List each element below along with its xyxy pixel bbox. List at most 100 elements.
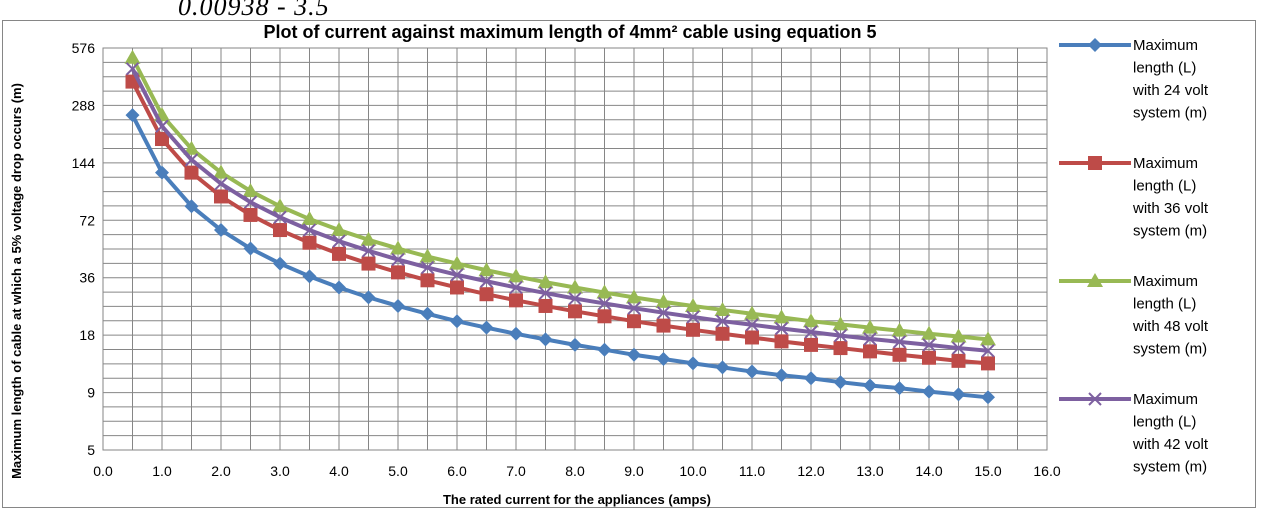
series-point bbox=[892, 381, 907, 396]
x-tick-label: 1.0 bbox=[152, 463, 172, 479]
series-point bbox=[685, 297, 701, 312]
series-point bbox=[981, 356, 995, 371]
x-tick-label: 0.0 bbox=[93, 463, 113, 479]
series-point bbox=[951, 341, 966, 355]
series-point bbox=[774, 321, 789, 336]
chart: Plot of current against maximum length o… bbox=[9, 22, 1209, 507]
y-tick-label: 18 bbox=[79, 327, 95, 343]
x-tick-label: 6.0 bbox=[447, 463, 467, 479]
series-point bbox=[273, 210, 287, 224]
series-point bbox=[744, 305, 760, 320]
series-point bbox=[332, 280, 346, 295]
series-point bbox=[804, 371, 818, 386]
series-point bbox=[1088, 156, 1102, 170]
series-point bbox=[509, 293, 523, 308]
series-point bbox=[184, 153, 199, 167]
series-point bbox=[155, 119, 169, 133]
legend-label: with 42 volt bbox=[1132, 436, 1209, 453]
series-point bbox=[243, 195, 258, 209]
series-point bbox=[774, 368, 789, 383]
x-tick-label: 11.0 bbox=[739, 463, 765, 479]
series-point bbox=[390, 240, 406, 255]
series-line bbox=[130, 56, 989, 342]
series-point bbox=[450, 280, 464, 295]
legend-label: Maximum bbox=[1133, 155, 1198, 172]
series-point bbox=[921, 325, 937, 340]
series-point bbox=[981, 390, 995, 405]
series-point bbox=[419, 248, 436, 263]
series-point bbox=[1087, 273, 1103, 287]
x-tick-label: 8.0 bbox=[565, 463, 585, 479]
series-point bbox=[863, 332, 877, 346]
series-point bbox=[479, 320, 494, 335]
x-tick-label: 12.0 bbox=[797, 463, 824, 479]
series-point bbox=[803, 313, 819, 328]
series-point bbox=[863, 378, 877, 393]
series-point bbox=[656, 351, 671, 366]
y-tick-label: 72 bbox=[79, 212, 95, 228]
chart-frame: Plot of current against maximum length o… bbox=[2, 20, 1256, 508]
series-point bbox=[420, 260, 435, 275]
series-point bbox=[892, 335, 907, 349]
legend-label: system (m) bbox=[1133, 341, 1207, 358]
series-point bbox=[1088, 38, 1102, 52]
axes: 0.0 1.0 2.0 3.0 4.0 5.0 6.0 7.0 8.0 9.0 10.0 11.0 12… bbox=[72, 40, 1061, 479]
series-point bbox=[833, 328, 848, 343]
series-point bbox=[301, 211, 318, 226]
series-point bbox=[892, 347, 907, 362]
series-point bbox=[361, 256, 376, 271]
series-point bbox=[922, 350, 936, 365]
series-point bbox=[567, 279, 583, 294]
series-point bbox=[331, 222, 347, 237]
series-point bbox=[243, 241, 258, 256]
series-point bbox=[214, 176, 228, 191]
x-axis-label: The rated current for the appliances (am… bbox=[443, 492, 711, 507]
series-point bbox=[950, 328, 967, 343]
series-point bbox=[833, 375, 848, 390]
series-point bbox=[449, 255, 465, 270]
series-point bbox=[656, 305, 671, 320]
series-point bbox=[302, 269, 317, 284]
series-point bbox=[686, 310, 700, 324]
series-point bbox=[450, 268, 464, 282]
legend-label: system (m) bbox=[1133, 105, 1207, 122]
series-point bbox=[509, 280, 523, 295]
series-point bbox=[479, 287, 494, 302]
series-point bbox=[951, 387, 966, 402]
series-point bbox=[243, 207, 258, 222]
series-point bbox=[686, 356, 700, 371]
series-3 bbox=[124, 49, 996, 346]
series-2 bbox=[125, 74, 995, 371]
legend-item: Maximum length (L) with 48 volt system (m) bbox=[1059, 273, 1209, 358]
x-tick-label: 14.0 bbox=[915, 463, 942, 479]
x-tick-label: 5.0 bbox=[388, 463, 408, 479]
series-point bbox=[184, 165, 199, 180]
legend-label: length (L) bbox=[1133, 296, 1196, 313]
series-point bbox=[125, 62, 140, 76]
legend-label: system (m) bbox=[1133, 459, 1207, 476]
series-point bbox=[124, 49, 141, 64]
y-tick-label: 36 bbox=[79, 270, 95, 286]
legend-label: Maximum bbox=[1133, 273, 1198, 290]
series-point bbox=[332, 234, 346, 248]
legend-item: Maximum length (L) with 36 volt system (m) bbox=[1059, 155, 1209, 240]
series-point bbox=[155, 132, 169, 147]
series-point bbox=[214, 223, 228, 238]
series-line bbox=[130, 67, 989, 353]
series-point bbox=[272, 198, 288, 213]
legend-label: with 36 volt bbox=[1132, 200, 1209, 217]
series-point bbox=[951, 353, 966, 368]
series-point bbox=[774, 334, 789, 349]
x-tick-label: 4.0 bbox=[329, 463, 349, 479]
series-point bbox=[509, 326, 523, 341]
series-point bbox=[773, 309, 790, 324]
series-point bbox=[391, 298, 405, 313]
series-point bbox=[361, 244, 376, 258]
series-point bbox=[745, 364, 759, 379]
series-point bbox=[655, 293, 672, 308]
x-tick-label: 2.0 bbox=[211, 463, 231, 479]
series-group bbox=[124, 49, 996, 405]
series-point bbox=[450, 314, 464, 329]
series-point bbox=[538, 286, 553, 300]
